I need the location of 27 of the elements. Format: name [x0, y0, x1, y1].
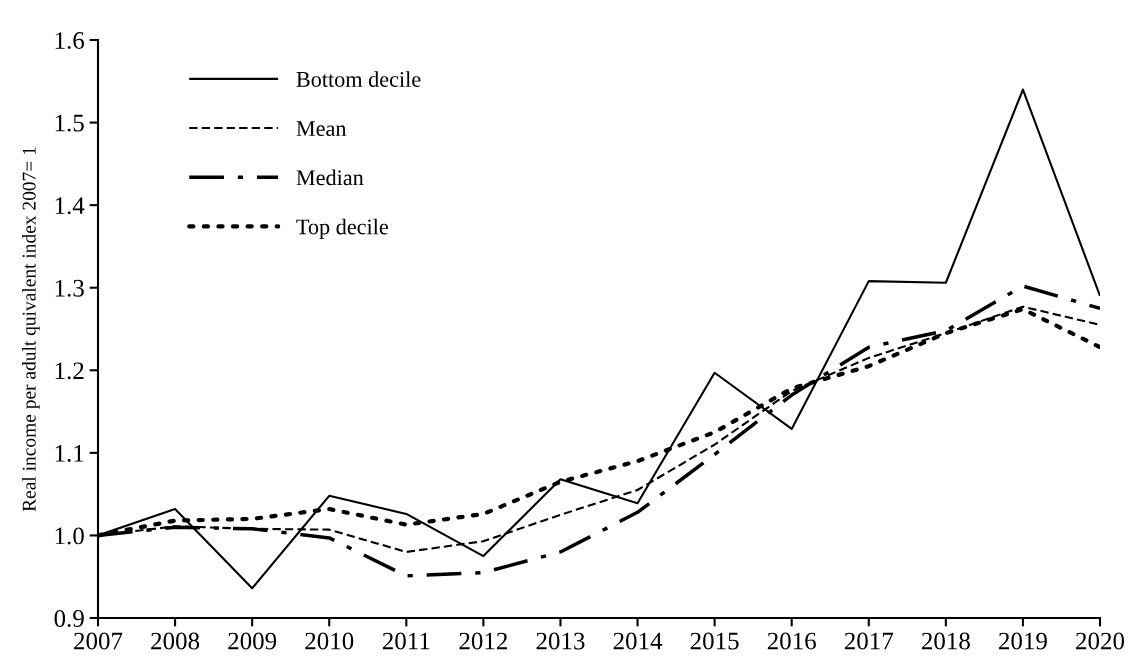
x-tick-label: 2017 — [844, 632, 894, 650]
y-tick-label: 1.3 — [55, 279, 84, 297]
legend-label: Mean — [296, 121, 347, 137]
y-tick-label: 1.5 — [55, 114, 84, 132]
x-tick-label: 2016 — [767, 632, 816, 650]
x-tick-label: 2014 — [613, 632, 663, 650]
y-tick-label: 1.0 — [55, 527, 84, 545]
y-tick-label: 1.4 — [55, 197, 85, 215]
x-tick-label: 2011 — [382, 632, 430, 650]
x-tick-label: 2007 — [74, 632, 123, 650]
legend-label: Top decile — [296, 218, 388, 239]
x-tick-label: 2015 — [690, 632, 739, 650]
y-tick-label: 1.1 — [55, 445, 84, 462]
y-axis-title: Real income per adult quivalent index 2007= 1 — [22, 147, 40, 512]
y-tick-label: 0.9 — [54, 610, 84, 628]
x-tick-label: 2018 — [921, 632, 970, 650]
x-tick-label: 2012 — [459, 632, 508, 650]
y-tick-label: 1.2 — [55, 362, 84, 380]
x-tick-label: 2013 — [536, 632, 585, 650]
x-tick-label: 2020 — [1076, 632, 1125, 650]
y-tick-label: 1.6 — [55, 32, 85, 50]
x-tick-label: 2019 — [999, 632, 1047, 650]
x-tick-label: 2009 — [228, 632, 277, 650]
legend-label: Median — [296, 169, 364, 186]
x-tick-label: 2010 — [305, 632, 354, 650]
x-tick-label: 2008 — [151, 632, 200, 650]
legend-label: Bottom decile — [296, 71, 421, 87]
